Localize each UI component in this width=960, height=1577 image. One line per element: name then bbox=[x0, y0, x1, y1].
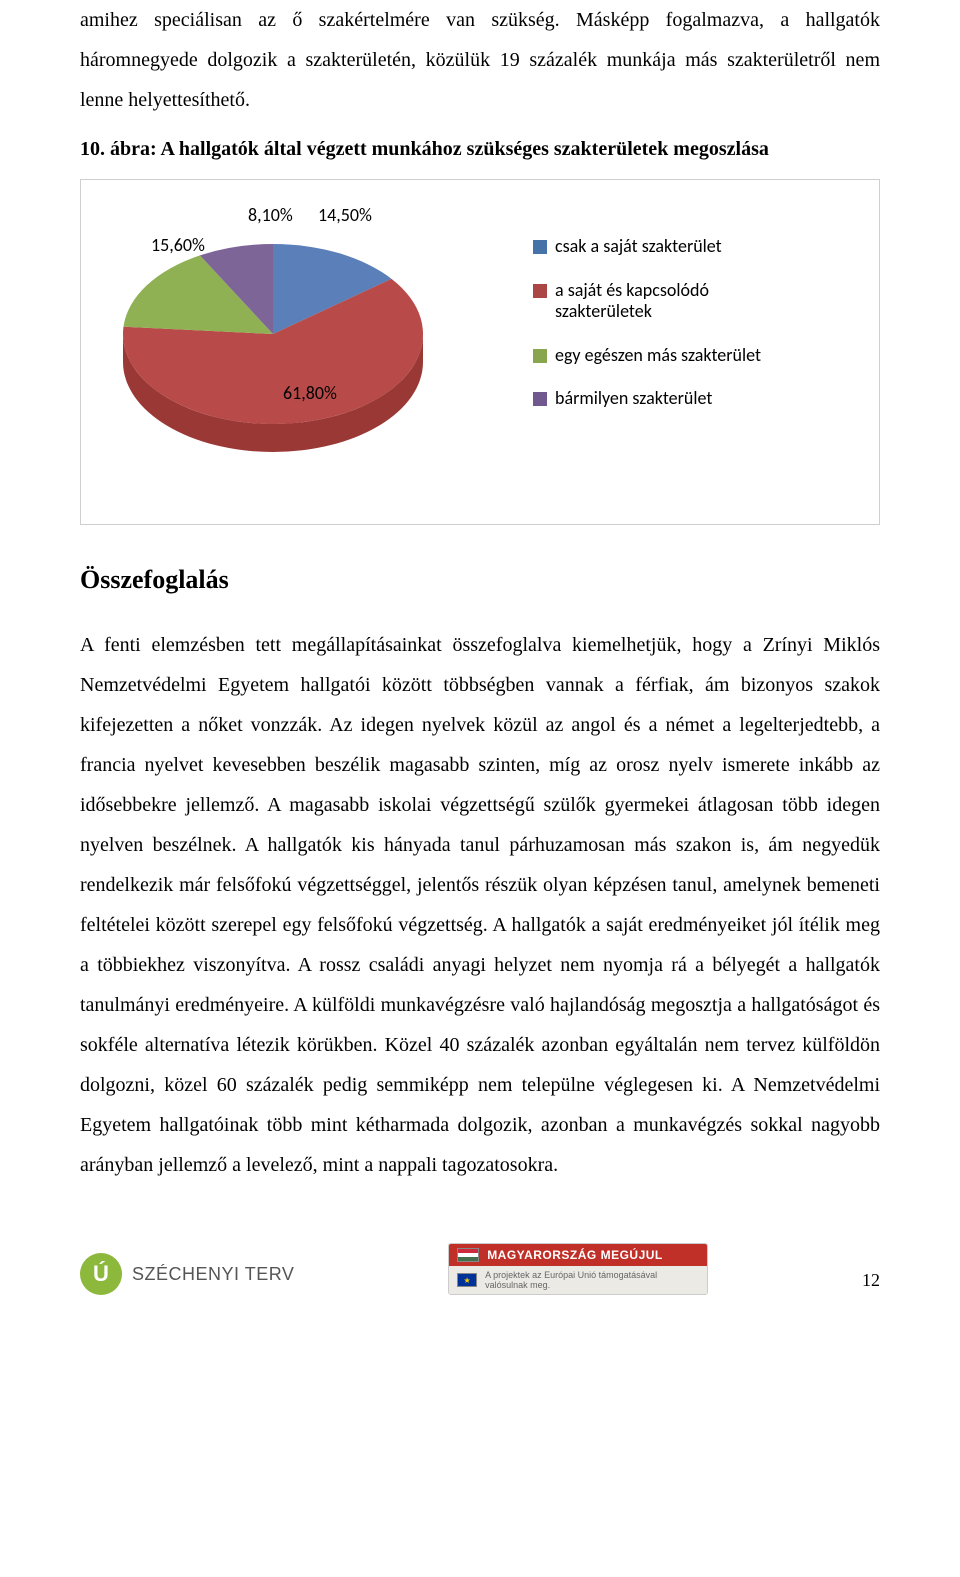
szechenyi-logo: Ú SZÉCHENYI TERV bbox=[80, 1253, 294, 1295]
legend-swatch bbox=[533, 392, 547, 406]
pie-chart-container: 14,50% 61,80% 15,60% 8,10% csak a saját sza… bbox=[80, 179, 880, 525]
megjul-banner: MAGYARORSZÁG MEGÚJUL ★ A projektek az Eu… bbox=[448, 1243, 708, 1295]
legend-label: bármilyen szakterület bbox=[555, 388, 712, 410]
hungary-flag-icon bbox=[457, 1248, 479, 1262]
pie-chart: 14,50% 61,80% 15,60% 8,10% bbox=[93, 204, 493, 464]
legend-item: bármilyen szakterület bbox=[533, 388, 785, 410]
legend-label: egy egészen más szakterület bbox=[555, 345, 761, 367]
legend-item: csak a saját szakterület bbox=[533, 236, 785, 258]
chart-legend: csak a saját szakterület a saját és kapcs… bbox=[533, 236, 785, 432]
megjul-bottom-text: A projektek az Európai Unió támogatásáva… bbox=[485, 1270, 699, 1290]
page-number: 12 bbox=[862, 1270, 880, 1295]
pie-label: 14,50% bbox=[318, 204, 372, 226]
legend-item: a saját és kapcsolódó szakterületek bbox=[533, 280, 785, 323]
legend-swatch bbox=[533, 240, 547, 254]
eu-flag-icon: ★ bbox=[457, 1273, 477, 1287]
legend-item: egy egészen más szakterület bbox=[533, 345, 785, 367]
summary-title: Összefoglalás bbox=[80, 565, 880, 595]
page-footer: Ú SZÉCHENYI TERV MAGYARORSZÁG MEGÚJUL ★ … bbox=[80, 1203, 880, 1305]
chart-caption: 10. ábra: A hallgatók által végzett munk… bbox=[80, 138, 880, 161]
megjul-top-text: MAGYARORSZÁG MEGÚJUL bbox=[487, 1248, 663, 1262]
pie-label: 61,80% bbox=[283, 382, 337, 404]
legend-label: a saját és kapcsolódó szakterületek bbox=[555, 280, 785, 323]
intro-paragraph: amihez speciálisan az ő szakértelmére va… bbox=[80, 0, 880, 120]
szechenyi-icon: Ú bbox=[80, 1253, 122, 1295]
summary-paragraph: A fenti elemzésben tett megállapításaink… bbox=[80, 625, 880, 1185]
legend-swatch bbox=[533, 284, 547, 298]
legend-label: csak a saját szakterület bbox=[555, 236, 722, 258]
pie-label: 8,10% bbox=[248, 204, 293, 226]
szechenyi-text: SZÉCHENYI TERV bbox=[132, 1264, 294, 1285]
pie-label: 15,60% bbox=[151, 234, 205, 256]
legend-swatch bbox=[533, 349, 547, 363]
